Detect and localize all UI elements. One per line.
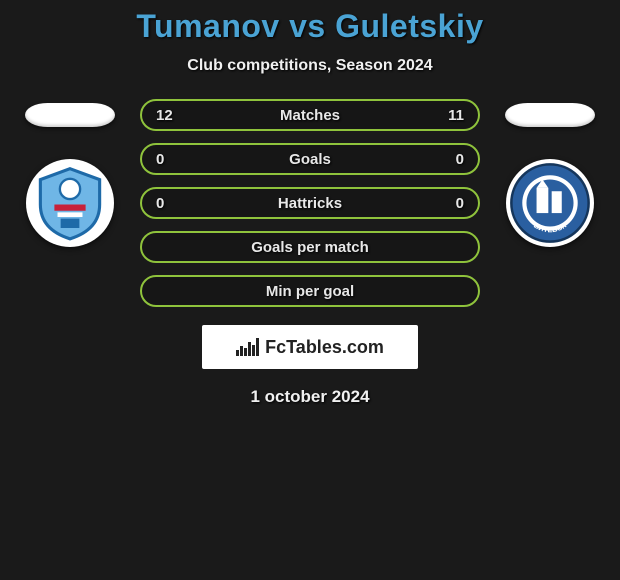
- stat-right-value: 11: [440, 107, 464, 124]
- stat-label: Hattricks: [180, 195, 440, 212]
- page-subtitle: Club competitions, Season 2024: [187, 57, 432, 75]
- stat-label: Matches: [180, 107, 440, 124]
- left-club-crest: [26, 159, 114, 247]
- left-crest-icon: [31, 164, 109, 242]
- stat-row-goals-per-match: Goals per match: [140, 231, 480, 263]
- stat-row-goals: 0 Goals 0: [140, 143, 480, 175]
- left-player-column: [10, 99, 130, 247]
- stat-left-value: 0: [156, 195, 180, 212]
- stat-row-matches: 12 Matches 11: [140, 99, 480, 131]
- right-flag: [505, 103, 595, 127]
- stat-row-hattricks: 0 Hattricks 0: [140, 187, 480, 219]
- watermark-text: FcTables.com: [265, 337, 384, 358]
- stat-label: Goals per match: [251, 239, 369, 256]
- right-crest-icon: ВИТЕБСК: [508, 161, 592, 245]
- stat-row-min-per-goal: Min per goal: [140, 275, 480, 307]
- right-player-column: ВИТЕБСК: [490, 99, 610, 247]
- comparison-panel: 12 Matches 11 0 Goals 0 0 Hattricks 0 Go…: [0, 99, 620, 307]
- stat-right-value: 0: [440, 151, 464, 168]
- stat-right-value: 0: [440, 195, 464, 212]
- stat-left-value: 12: [156, 107, 180, 124]
- bar-chart-icon: [236, 338, 259, 356]
- footer-date: 1 october 2024: [250, 387, 369, 407]
- page-title: Tumanov vs Guletskiy: [136, 8, 483, 45]
- stats-column: 12 Matches 11 0 Goals 0 0 Hattricks 0 Go…: [140, 99, 480, 307]
- left-flag: [25, 103, 115, 127]
- stat-label: Min per goal: [266, 283, 354, 300]
- watermark-link[interactable]: FcTables.com: [202, 325, 418, 369]
- right-club-crest: ВИТЕБСК: [506, 159, 594, 247]
- root: Tumanov vs Guletskiy Club competitions, …: [0, 0, 620, 580]
- stat-left-value: 0: [156, 151, 180, 168]
- stat-label: Goals: [180, 151, 440, 168]
